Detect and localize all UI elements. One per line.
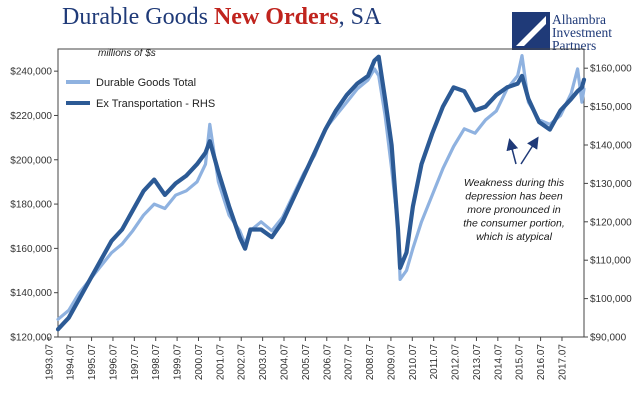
- x-axis-tick-label: 2006.07: [322, 344, 333, 381]
- series-line-ex-transportation: [55, 54, 587, 332]
- title-highlight: New Orders: [213, 4, 339, 30]
- x-axis-tick-label: 2017.07: [557, 344, 568, 381]
- x-axis-tick-label: 2001.07: [215, 344, 226, 381]
- left-axis-tick-label: $160,000: [10, 244, 52, 255]
- right-axis-tick-label: $120,000: [590, 217, 632, 228]
- left-axis-tick-label: $120,000: [10, 333, 52, 344]
- x-axis-tick-label: 1993.07: [44, 344, 55, 381]
- x-axis-tick-label: 2002.07: [237, 344, 248, 381]
- x-axis-tick-label: 2011.07: [429, 344, 440, 380]
- right-axis-tick-label: $140,000: [590, 141, 632, 152]
- title-part2: , SA: [338, 4, 382, 30]
- left-axis-tick-label: $200,000: [10, 155, 52, 166]
- x-axis-tick-label: 2005.07: [301, 344, 312, 381]
- x-axis-tick-label: 2014.07: [493, 344, 504, 381]
- annotation-arrow-right: [520, 136, 539, 165]
- x-axis-tick-label: 2003.07: [258, 344, 269, 381]
- right-axis-tick-label: $130,000: [590, 179, 632, 190]
- left-axis-tick-label: $140,000: [10, 288, 52, 299]
- left-axis-tick-label: $220,000: [10, 111, 52, 122]
- alhambra-logo-icon: [512, 12, 550, 50]
- legend: Durable Goods Total Ex Transportation - …: [66, 77, 215, 110]
- x-axis-tick-label: 2009.07: [386, 344, 397, 381]
- right-axis-tick-label: $90,000: [590, 333, 627, 344]
- x-axis-tick-label: 2010.07: [408, 344, 419, 381]
- annotation-line: depression has been: [465, 191, 563, 203]
- x-axis-tick-label: 2004.07: [280, 344, 291, 381]
- x-axis-tick-label: 1994.07: [66, 344, 77, 381]
- annotation-arrow-left: [506, 138, 519, 165]
- annotation-line: which is atypical: [476, 231, 553, 243]
- right-axis-tick-label: $160,000: [590, 64, 632, 75]
- units-label: millions of $s: [98, 48, 156, 59]
- x-axis-tick-label: 2008.07: [365, 344, 376, 381]
- x-axis-tick-label: 2007.07: [344, 344, 355, 381]
- x-axis-tick-label: 2015.07: [515, 344, 526, 381]
- alhambra-logo: Alhambra Investment Partners: [512, 12, 632, 58]
- series-layer: [55, 53, 587, 332]
- x-axis-tick-label: 1999.07: [173, 344, 184, 381]
- x-axis-tick-label: 2012.07: [451, 344, 462, 381]
- annotation: Weakness during this depression has been m…: [463, 136, 565, 243]
- legend-label-total: Durable Goods Total: [96, 77, 196, 89]
- chart-title: Durable Goods New Orders, SA: [62, 4, 381, 31]
- plot-border: [57, 48, 585, 338]
- right-axis-tick-label: $100,000: [590, 294, 632, 305]
- right-axis-tick-label: $110,000: [590, 256, 631, 267]
- x-axis-tick-label: 1995.07: [87, 344, 98, 381]
- x-axis-tick-label: 1997.07: [130, 344, 141, 381]
- right-axis-tick-label: $150,000: [590, 102, 632, 113]
- annotation-line: Weakness during this: [464, 177, 565, 189]
- x-axis-tick-label: 2000.07: [194, 344, 205, 381]
- annotation-text: Weakness during this depression has been m…: [463, 177, 565, 243]
- left-axis-tick-label: $240,000: [10, 67, 52, 78]
- x-axis-tick-label: 1996.07: [108, 344, 119, 381]
- x-axis-tick-label: 1998.07: [151, 344, 162, 381]
- legend-label-ex-transport: Ex Transportation - RHS: [96, 98, 215, 110]
- axes: $120,000 $140,000 $160,000 $180,000 $200,000…: [10, 48, 632, 381]
- x-axis-tick-label: 2016.07: [536, 344, 547, 381]
- annotation-line: the consumer portion,: [463, 218, 565, 230]
- logo-text: Alhambra Investment Partners: [552, 12, 612, 53]
- title-part1: Durable Goods: [62, 4, 214, 30]
- x-axis-tick-label: 2013.07: [472, 344, 483, 381]
- left-axis-tick-label: $180,000: [10, 200, 52, 211]
- annotation-line: more pronounced in: [467, 204, 561, 216]
